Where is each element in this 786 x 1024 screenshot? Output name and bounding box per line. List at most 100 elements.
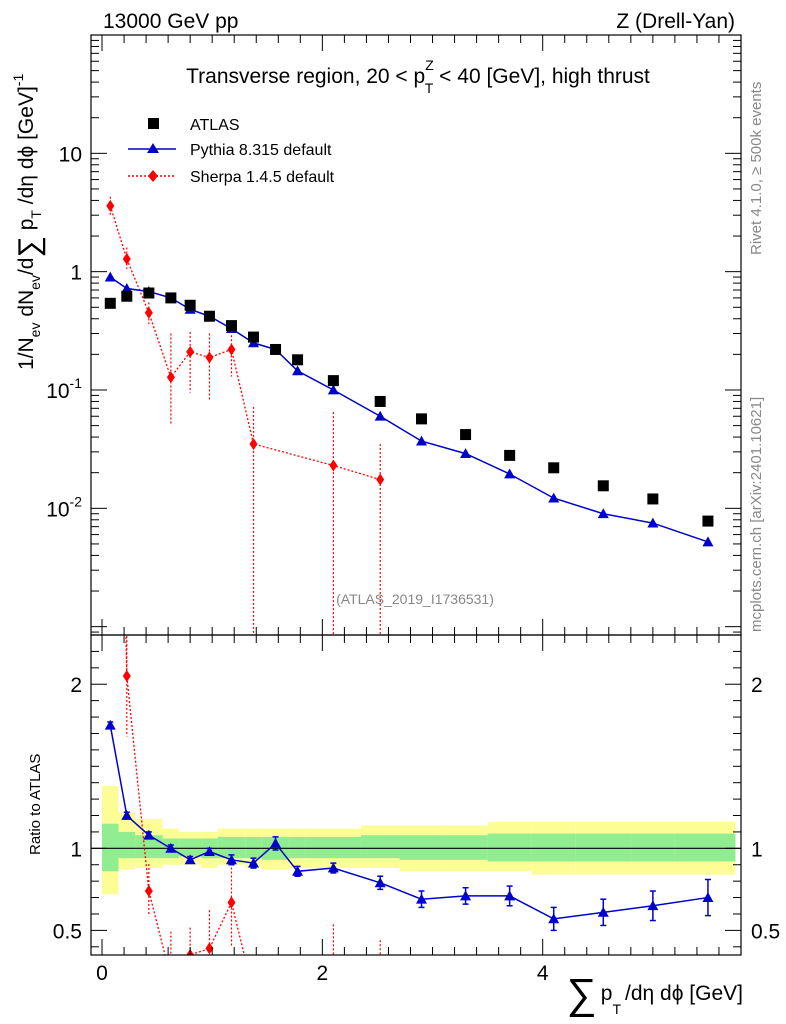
ratio-frame <box>90 634 742 956</box>
x-axis-ticks: 0 2 4 <box>96 35 720 985</box>
sherpa-point <box>329 459 338 472</box>
pythia-ratio-point <box>327 862 339 873</box>
y-tick-label: 10-2 <box>46 493 82 521</box>
pythia-line <box>109 276 709 543</box>
ratio-y-ticks: 2 2 1 1 0.5 0.5 <box>53 650 780 948</box>
main-y-ticks: 10 1 10-1 10-2 <box>46 34 741 633</box>
ratio-band-green <box>305 836 361 859</box>
legend-pythia-label: Pythia 8.315 default <box>190 142 332 159</box>
pythia-point <box>374 410 386 421</box>
ratio-band-green <box>102 823 119 872</box>
pythia-point <box>597 508 609 519</box>
sherpa-ratio-line <box>125 635 245 955</box>
pythia-ratio-point <box>460 890 472 901</box>
pythia-ratio-point <box>504 890 516 901</box>
atlas-point <box>248 331 259 343</box>
sherpa-ratio-point <box>227 896 236 909</box>
pythia-ratio-point <box>184 854 196 865</box>
sherpa-point <box>144 306 153 319</box>
pythia-ratio-point <box>104 719 116 730</box>
pythia-point <box>121 283 133 293</box>
legend-pythia-marker <box>147 143 159 153</box>
main-panel: 10 1 10-1 10-2 Transverse region, 20 < pZ T … <box>10 34 742 636</box>
sherpa-point <box>106 199 115 212</box>
x-tick-label: 2 <box>317 962 329 985</box>
y-axis-label: 1/Nev dNev/d∑ pT /dη dϕ [GeV]-1 <box>10 74 46 370</box>
atlas-point <box>327 375 339 387</box>
ratio-tick-label-left: 1 <box>70 838 82 861</box>
atlas-point <box>460 429 472 441</box>
sherpa-ratio-point <box>167 972 175 984</box>
sherpa-point <box>122 252 131 265</box>
pythia-ratio-point <box>203 846 215 857</box>
ratio-band-green <box>217 836 246 859</box>
ratio-band-green <box>118 831 136 859</box>
ratio-tick-label-left: 2 <box>70 674 82 697</box>
ratio-band-green <box>245 836 262 859</box>
sherpa-line <box>109 205 381 481</box>
atlas-point <box>292 354 304 366</box>
legend-atlas-label: ATLAS <box>190 117 240 134</box>
atlas-point <box>504 449 516 461</box>
x-axis-label: ∑ pT/dη dϕ [GeV] <box>567 970 743 1017</box>
pythia-ratio-point <box>143 829 155 840</box>
pythia-ratio-point <box>548 913 560 924</box>
sherpa-point <box>205 351 214 364</box>
pythia-ratio-point <box>248 857 259 868</box>
analysis-id: (ATLAS_2019_I1736531) <box>336 591 494 607</box>
y-tick-label: 10 <box>59 143 82 166</box>
pythia-ratio-point <box>374 877 386 888</box>
ratio-tick-label-left: 0.5 <box>53 920 82 943</box>
atlas-point <box>225 320 237 332</box>
pythia-point <box>416 435 428 446</box>
pythia-point <box>460 448 472 459</box>
atlas-point <box>416 413 428 425</box>
sherpa-ratio-point <box>250 987 258 999</box>
ratio-band-green <box>630 833 675 862</box>
ratio-panel: 2 2 1 1 0.5 0.5 Ratio to ATLAS <box>27 634 780 999</box>
sherpa-ratio-point <box>122 670 131 683</box>
header-left: 13000 GeV pp <box>103 10 238 33</box>
ratio-band-green <box>531 833 576 862</box>
ratio-band-green <box>575 833 631 862</box>
y-tick-label: 10-1 <box>46 375 82 403</box>
sherpa-ratio-point <box>329 975 337 987</box>
rivet-label: Rivet 4.1.0, ≥ 500k events <box>748 82 765 255</box>
legend-sherpa-marker <box>148 170 158 182</box>
pythia-ratio-point <box>270 837 282 848</box>
atlas-point <box>203 310 215 322</box>
ratio-band-green <box>135 835 163 859</box>
sherpa-point <box>186 345 195 358</box>
ratio-band-green <box>289 836 306 859</box>
pythia-ratio-point <box>121 810 133 820</box>
pythia-ratio-point <box>165 842 177 853</box>
pythia-ratio-point <box>416 893 428 904</box>
ratio-tick-label-right: 2 <box>751 674 763 697</box>
atlas-point <box>270 343 282 355</box>
pythia-ratio-point <box>702 892 714 902</box>
atlas-point <box>121 290 133 302</box>
pythia-point <box>647 517 659 528</box>
legend: ATLAS Pythia 8.315 default Sherpa 1.4.5 … <box>128 117 335 186</box>
pythia-ratio-point <box>597 906 609 917</box>
pythia-point <box>292 365 304 376</box>
pythia-point <box>702 536 714 547</box>
ratio-bands <box>91 785 741 895</box>
header-right: Z (Drell-Yan) <box>616 10 735 33</box>
sherpa-ratio-point <box>144 885 153 897</box>
sherpa-ratio-point <box>376 970 384 982</box>
sherpa-ratio-point <box>205 942 214 955</box>
main-data-layer <box>104 196 714 635</box>
x-tick-label: 0 <box>96 962 108 985</box>
x-tick-label: 4 <box>537 962 549 985</box>
y-tick-label: 1 <box>70 262 82 285</box>
pythia-point <box>327 384 339 395</box>
atlas-point <box>374 395 386 407</box>
atlas-point <box>548 462 560 474</box>
ratio-band-green <box>443 835 488 860</box>
atlas-point <box>184 299 196 311</box>
pythia-point <box>504 468 516 479</box>
main-frame <box>90 34 742 636</box>
legend-sherpa-label: Sherpa 1.4.5 default <box>190 169 335 186</box>
